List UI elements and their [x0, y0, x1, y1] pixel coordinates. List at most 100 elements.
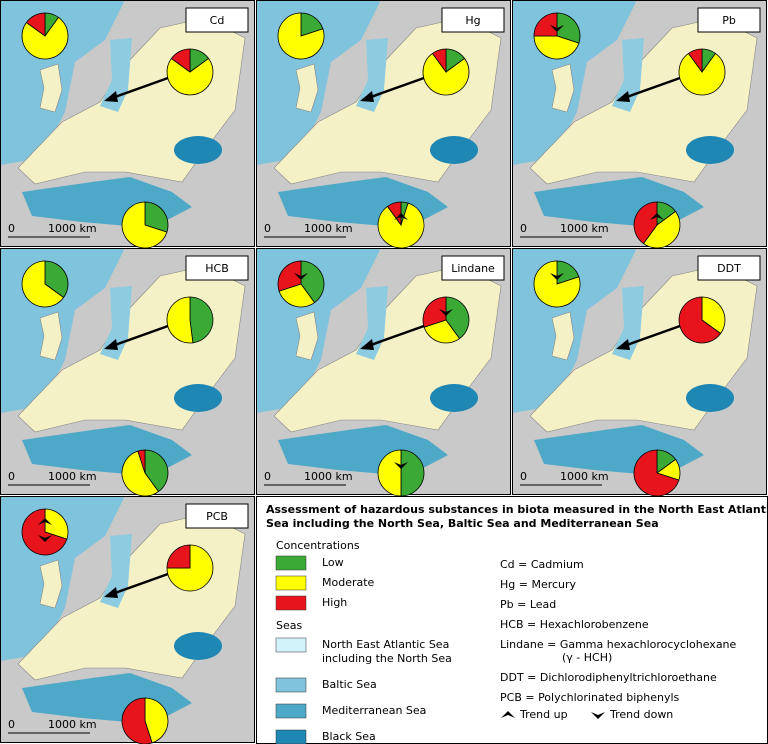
abbreviation: HCB = Hexachlorobenzene — [500, 618, 649, 631]
trend-marker — [439, 309, 453, 316]
label-box — [697, 7, 761, 33]
pie-slice — [25, 12, 46, 37]
pie-slice — [422, 52, 470, 96]
legend-swatch — [275, 555, 307, 571]
map-panel: HCB 0 1000 km — [0, 247, 256, 497]
pie-slice — [423, 319, 461, 344]
pie-slice — [701, 296, 726, 335]
scale-start: 0 — [264, 470, 271, 483]
pie-slice — [300, 260, 325, 304]
map-panel: Hg 0 1000 km — [255, 0, 512, 249]
scale-end: 1000 km — [560, 222, 609, 235]
legend-label: Black Sea — [322, 730, 376, 743]
arrow-line — [623, 324, 681, 348]
legend-border — [256, 496, 768, 744]
legend-label: Trend down — [609, 708, 673, 721]
arrow-line — [623, 76, 681, 100]
pie-slice — [21, 508, 68, 556]
arrow-head — [104, 91, 118, 102]
pie-slice — [533, 35, 580, 60]
pie-slice — [166, 544, 214, 592]
abbreviation: Cd = Cadmium — [500, 558, 584, 571]
trend-marker — [650, 213, 664, 220]
pie-slice — [642, 210, 681, 249]
legend-swatch — [275, 677, 307, 693]
pie-slice — [144, 697, 169, 744]
legend-label: Mediterranean Sea — [322, 704, 426, 717]
panel-border — [0, 0, 255, 247]
panel-border — [0, 496, 255, 743]
arrow-head — [360, 339, 374, 350]
scale-start: 0 — [520, 222, 527, 235]
arrow-head — [616, 339, 630, 350]
pie-slice — [144, 201, 169, 233]
pie-slice — [533, 12, 558, 37]
legend-label: Baltic Sea — [322, 678, 377, 691]
legend-swatch — [275, 637, 307, 653]
legend-label: Moderate — [322, 576, 375, 589]
scale-end: 1000 km — [48, 222, 97, 235]
abbreviation: Pb = Lead — [500, 598, 556, 611]
legend-swatch — [275, 575, 307, 591]
pie-slice — [678, 52, 726, 96]
abbreviation: Lindane = Gamma hexachlorocyclohexane — [500, 638, 737, 651]
map-panel: DDT 0 1000 km — [511, 247, 768, 497]
scale-start: 0 — [8, 222, 15, 235]
panel-label: Cd — [210, 14, 225, 27]
map-panel: Cd 0 1000 km — [0, 0, 256, 249]
legend-label: High — [322, 596, 347, 609]
scale-end: 1000 km — [48, 718, 97, 731]
trend-marker — [294, 273, 308, 280]
scale-end: 1000 km — [560, 470, 609, 483]
pie-slice — [277, 260, 302, 292]
abbreviation: Hg = Mercury — [500, 578, 577, 591]
legend-title: Assessment of hazardous substances in bi… — [266, 503, 768, 516]
pie-slice — [170, 48, 191, 73]
pie-slice — [121, 201, 168, 249]
scale-start: 0 — [8, 470, 15, 483]
panel-label: Pb — [722, 14, 736, 27]
map-panel: Lindane 0 1000 km — [255, 247, 512, 497]
arrow-head — [616, 91, 630, 102]
abbreviation: (γ - HCH) — [562, 651, 612, 664]
pie-slice — [121, 450, 160, 497]
pie-slice — [21, 260, 65, 308]
label-box — [185, 255, 249, 281]
arrow-head — [104, 587, 118, 598]
pie-slice — [386, 201, 402, 227]
arrow-line — [367, 76, 425, 100]
pie-slice — [137, 449, 146, 474]
label-box — [441, 255, 505, 281]
pie-slice — [44, 508, 69, 540]
trend-marker — [394, 462, 408, 469]
abbreviation: PCB = Polychlorinated biphenyls — [500, 691, 680, 704]
pie-slice — [166, 296, 194, 344]
panel-border — [0, 248, 255, 495]
panel-label: Lindane — [451, 262, 495, 275]
map-panel: Pb 0 1000 km — [511, 0, 768, 249]
pie-slice — [400, 449, 425, 497]
panel-border — [512, 248, 767, 495]
legend-label: Low — [322, 556, 344, 569]
pie-slice — [633, 201, 658, 245]
pie-slice — [377, 449, 402, 497]
label-box — [441, 7, 505, 33]
legend-label: including the North Sea — [322, 652, 452, 665]
panel-border — [256, 248, 511, 495]
legend-swatch — [275, 595, 307, 611]
legend-swatch — [275, 729, 307, 744]
pie-slice — [44, 260, 69, 299]
pie-slice — [533, 260, 581, 308]
label-box — [185, 7, 249, 33]
scale-end: 1000 km — [304, 470, 353, 483]
arrow-line — [111, 76, 169, 100]
pie-slice — [678, 296, 722, 344]
pie-slice — [189, 296, 214, 344]
abbreviation: DDT = Dichlorodiphenyltrichloroethane — [500, 671, 717, 684]
trend-marker — [394, 213, 408, 220]
legend-label: North East Atlantic Sea — [322, 638, 449, 651]
arrow-line — [111, 572, 169, 596]
trend-marker — [38, 535, 52, 542]
pie-slice — [431, 48, 447, 74]
pie-slice — [166, 57, 214, 96]
